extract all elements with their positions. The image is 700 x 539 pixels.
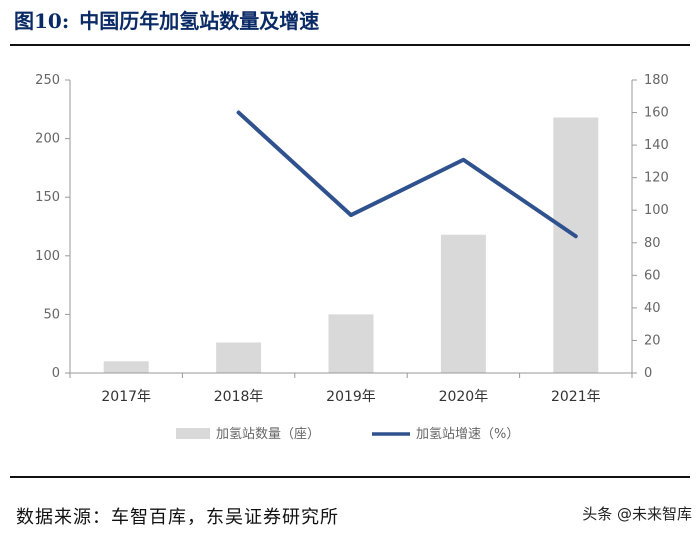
bottom-rule xyxy=(10,476,690,478)
legend-label-bar: 加氢站数量（座） xyxy=(216,427,320,442)
y-right-tick-label: 120 xyxy=(644,171,669,186)
y-left-tick-label: 100 xyxy=(35,249,60,264)
y-right-tick-label: 80 xyxy=(644,236,661,251)
growth-line xyxy=(236,110,578,239)
legend-swatch-bar xyxy=(176,428,210,439)
y-left-tick-label: 200 xyxy=(35,132,60,147)
y-left-tick-label: 150 xyxy=(35,190,60,205)
y-left-tick-label: 250 xyxy=(35,73,60,88)
x-tick-label: 2018年 xyxy=(214,389,264,405)
x-tick-label: 2021年 xyxy=(551,389,601,405)
x-tick-label: 2020年 xyxy=(439,389,489,405)
x-tick-label: 2017年 xyxy=(101,389,151,405)
legend-label-line: 加氢站增速（%） xyxy=(416,427,519,442)
source-note: 数据来源：车智百库，东吴证券研究所 xyxy=(16,507,339,528)
y-right-tick-label: 180 xyxy=(644,73,669,88)
figure-number: 图10: xyxy=(14,9,70,33)
y-right-tick-label: 0 xyxy=(644,366,652,381)
y-right-tick-label: 100 xyxy=(644,203,669,218)
bar xyxy=(553,117,599,373)
figure-title: 图10: 中国历年加氢站数量及增速 xyxy=(14,4,319,38)
bar xyxy=(328,314,374,373)
y-right-tick-label: 60 xyxy=(644,268,661,283)
bar xyxy=(103,361,149,373)
bar xyxy=(440,234,486,373)
bar xyxy=(216,342,262,373)
x-tick-label: 2019年 xyxy=(326,389,376,405)
y-right-tick-label: 160 xyxy=(644,106,669,121)
top-rule xyxy=(10,44,690,46)
y-right-tick-label: 140 xyxy=(644,138,669,153)
y-right-tick-label: 20 xyxy=(644,333,661,348)
figure-title-text: 中国历年加氢站数量及增速 xyxy=(79,9,320,33)
watermark: 头条 @未来智库 xyxy=(582,505,692,523)
y-left-tick-label: 0 xyxy=(52,366,60,381)
chart: 050100150200250020406080100120140160180 … xyxy=(35,73,669,442)
y-right-tick-label: 40 xyxy=(644,301,661,316)
y-left-tick-label: 50 xyxy=(43,307,60,322)
